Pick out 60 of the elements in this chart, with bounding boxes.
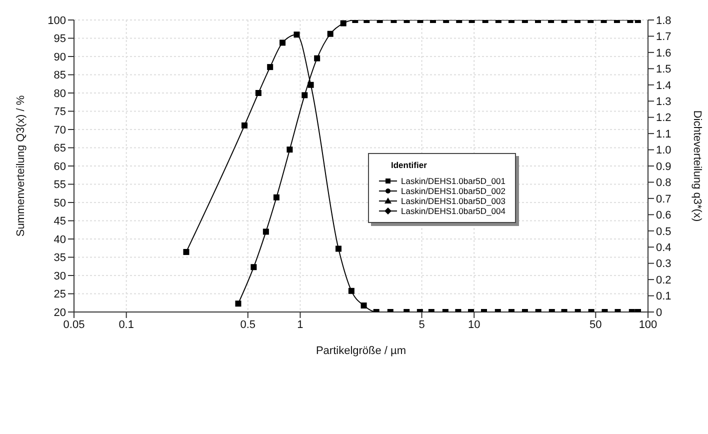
y2-tick-label: 0.7: [656, 193, 672, 206]
y-tick-label: 40: [54, 234, 66, 246]
legend-label: Laskin/DEHS1.0bar5D_004: [401, 206, 506, 216]
y-tick-label: 65: [54, 142, 66, 155]
x-tick-label: 5: [418, 318, 425, 331]
point: [235, 300, 242, 307]
point: [336, 246, 342, 252]
point: [286, 146, 293, 153]
y2-tick-label: 0.5: [656, 226, 672, 238]
x-tick-label: 0.5: [240, 318, 256, 331]
y2-tick-label: 1.1: [656, 128, 672, 140]
y2-tick-label: 0.8: [656, 177, 672, 190]
y2-tick-label: 1.8: [656, 14, 672, 27]
point: [327, 30, 334, 37]
y2-tick-label: 1.5: [656, 64, 672, 76]
x-axis-title: Partikelgröße / µm: [316, 345, 406, 357]
legend-label: Laskin/DEHS1.0bar5D_003: [401, 196, 506, 206]
x-tick-label: 50: [590, 318, 602, 331]
y-tick-label: 50: [54, 197, 66, 210]
point: [348, 288, 354, 294]
y2-tick-label: 0.9: [656, 160, 672, 173]
y-tick-label: 70: [54, 124, 66, 136]
y2-tick-label: 0.2: [656, 274, 672, 286]
y2-tick-label: 0.3: [656, 258, 672, 270]
y2-tick-label: 1.2: [656, 112, 672, 124]
y-tick-label: 25: [54, 288, 66, 301]
point: [314, 55, 320, 62]
y2-tick-label: 0.6: [656, 210, 672, 222]
legend-title: Identifier: [391, 160, 428, 170]
x-tick-label: 10: [468, 318, 480, 331]
y-tick-label: 55: [54, 179, 66, 192]
x-tick-label: 0.1: [118, 318, 134, 331]
y2-tick-label: 1.3: [656, 96, 672, 108]
y2-tick-label: 1.7: [656, 31, 672, 44]
y2-tick-label: 1.4: [656, 80, 672, 92]
y-tick-label: 85: [54, 70, 66, 82]
y2-tick-label: 0.1: [656, 290, 672, 303]
y-axis-title: Summenverteilung Q3(x) / %: [14, 95, 27, 237]
y-tick-label: 95: [54, 33, 66, 46]
x-tick-label: 100: [638, 318, 658, 331]
x-tick-label: 0.05: [63, 318, 85, 331]
y-tick-label: 75: [54, 106, 66, 118]
y-tick-label: 100: [48, 14, 66, 27]
y2-tick-label: 0: [656, 306, 662, 319]
y-tick-label: 35: [54, 252, 66, 264]
y2-axis-title: Dichteverteilung q3*(x): [691, 110, 704, 222]
y2-tick-label: 0.4: [656, 242, 672, 254]
y2-tick-label: 1.6: [656, 47, 672, 60]
y-tick-label: 60: [54, 160, 66, 173]
x-tick-label: 1: [297, 318, 304, 331]
legend-label: Laskin/DEHS1.0bar5D_002: [401, 186, 506, 196]
legend-label: Laskin/DEHS1.0bar5D_001: [401, 176, 506, 186]
y-tick-label: 80: [54, 88, 66, 100]
point: [340, 20, 346, 26]
y-tick-label: 20: [54, 306, 66, 319]
point: [273, 194, 280, 200]
y-tick-label: 45: [54, 216, 66, 228]
y2-tick-label: 1.0: [656, 144, 672, 157]
y-tick-label: 30: [54, 270, 66, 282]
y-tick-label: 90: [54, 51, 66, 64]
